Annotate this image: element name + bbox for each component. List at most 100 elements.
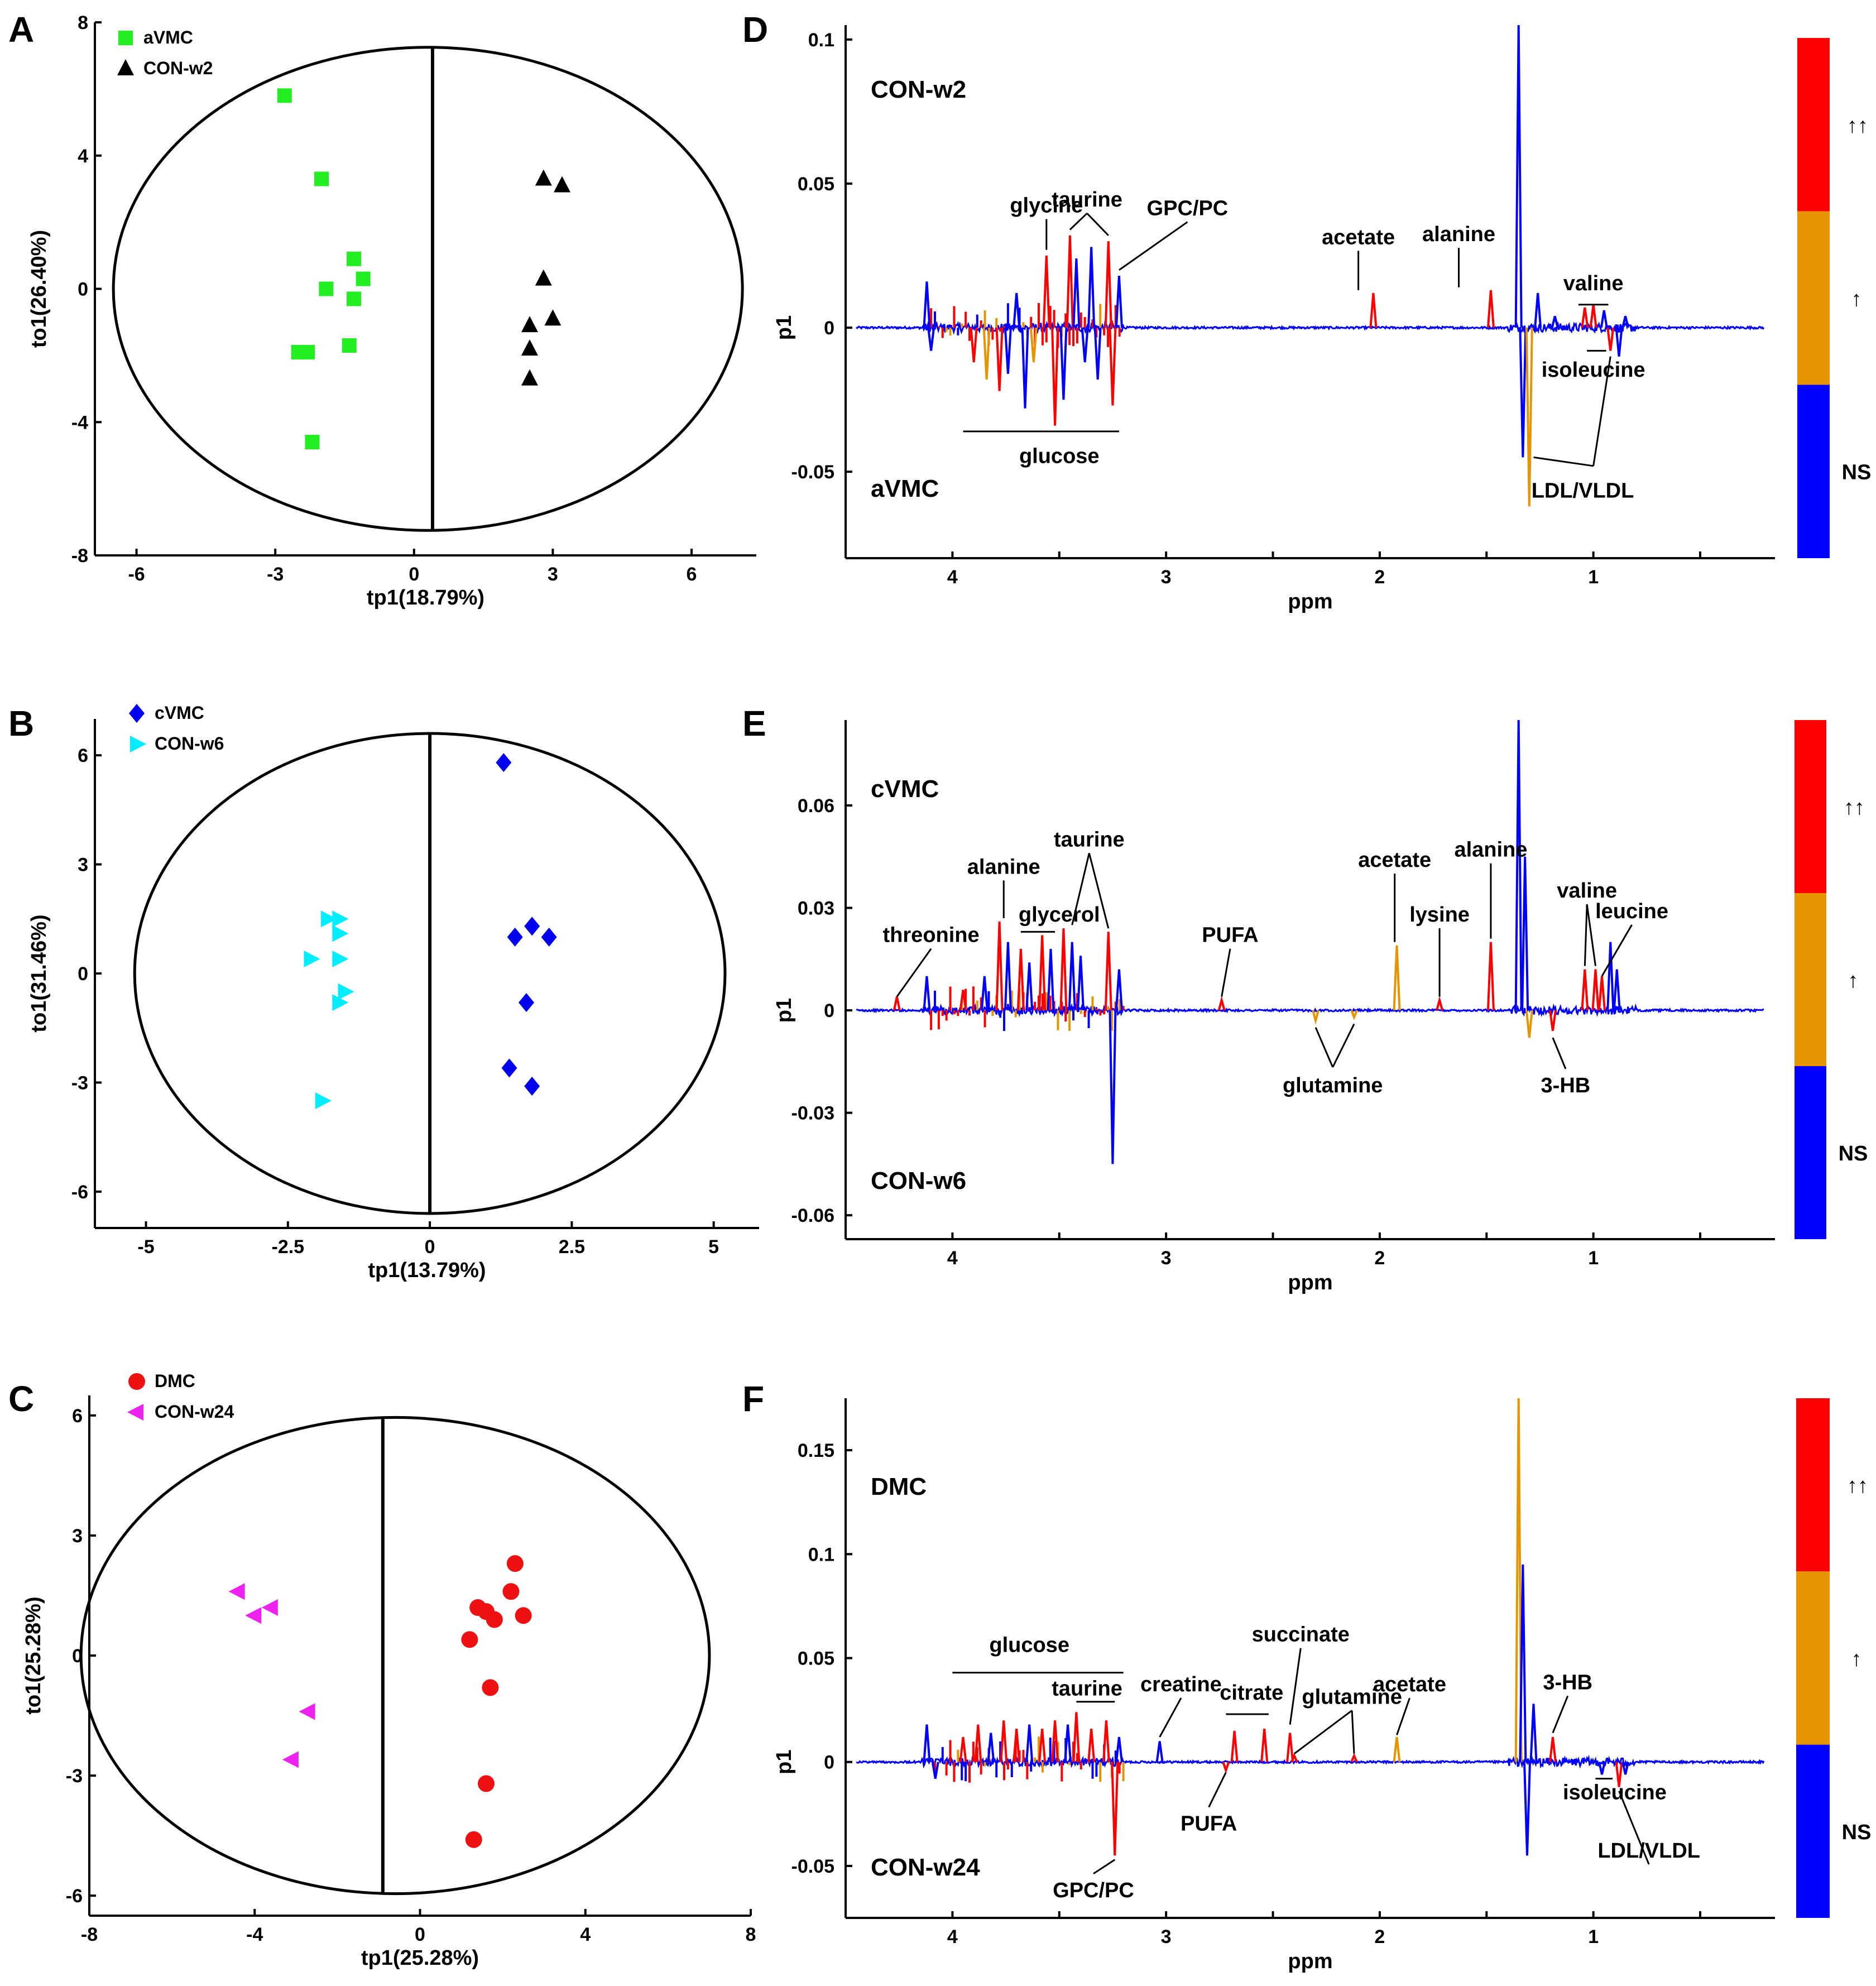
x-tick-label: 3 [548, 564, 558, 585]
metabolite-label: lysine [1409, 903, 1470, 927]
spectrum-peak [931, 1762, 939, 1779]
data-point [338, 983, 354, 1000]
spectrum-peak [1115, 276, 1123, 328]
data-point [299, 1703, 315, 1720]
spectrum-peak [1013, 1728, 1021, 1762]
y-tick-label: 4 [78, 146, 88, 167]
x-tick-label: 3 [1161, 1248, 1172, 1269]
annotation-line [1119, 221, 1188, 271]
data-point [319, 281, 334, 296]
y-tick-label: -8 [71, 545, 88, 567]
panel-letter: C [8, 1379, 34, 1419]
spectrum-peak [1551, 315, 1559, 328]
colorbar-segment [1796, 1571, 1830, 1745]
data-point [228, 1583, 245, 1600]
series-dmc [461, 1555, 532, 1848]
spectrum-peak [987, 1733, 995, 1762]
y-axis-label: to1(31.46%) [27, 914, 51, 1032]
y-tick-label: -6 [71, 1182, 88, 1203]
spectrum-peak [923, 281, 931, 328]
data-point [342, 338, 357, 353]
metabolite-label: leucine [1595, 900, 1668, 923]
data-point [332, 925, 349, 942]
series-avmc [277, 88, 371, 450]
x-axis-label: ppm [1288, 1271, 1332, 1294]
spectrum-peak [1486, 942, 1495, 1011]
data-point [261, 1599, 278, 1616]
metabolite-label: succinate [1252, 1623, 1350, 1647]
colorbar-label: ↑ [1851, 1648, 1862, 1671]
spectrum-peak [1038, 1728, 1047, 1762]
metabolite-label: PUFA [1202, 924, 1258, 947]
confidence-ellipse [79, 1416, 711, 1896]
data-point [518, 993, 534, 1013]
annotation-line [1552, 1037, 1567, 1069]
y-tick-label: 0 [824, 1752, 834, 1773]
spectrum-peak [1064, 1724, 1072, 1762]
data-point [321, 910, 338, 928]
data-point [501, 1058, 517, 1078]
spectrum-peak [959, 990, 967, 1011]
spectrum-peak [974, 1724, 982, 1762]
spectrum-peak [1621, 1762, 1630, 1775]
spectrum-peak [1312, 1010, 1320, 1025]
annotation-line [1159, 1697, 1182, 1738]
spectrum-peak [1013, 292, 1021, 328]
x-tick-label: 6 [687, 564, 697, 585]
spectrum-peak [1021, 327, 1029, 409]
data-point [535, 269, 552, 286]
data-point [127, 1404, 143, 1421]
data-point [245, 1607, 262, 1624]
y-tick-label: 0.1 [808, 1544, 834, 1565]
colorbar-segment [1795, 893, 1826, 1066]
y-tick-label: 0.05 [798, 174, 834, 195]
annotation-line [1584, 904, 1588, 966]
x-tick-label: 2 [1374, 567, 1385, 588]
metabolite-label: acetate [1358, 848, 1431, 872]
colorbar-segment [1797, 211, 1830, 385]
spectrum-peak [1589, 304, 1597, 328]
colorbar-segment [1797, 385, 1830, 558]
spectrum-peak [1155, 1741, 1164, 1762]
spectrum-baseline [856, 1754, 1765, 1769]
scatter-panel-b: B -5 -2.5 0 2.5 5 -6 -3 0 3 6 tp1(13.79%) to1(31.46%… [8, 703, 759, 1282]
spectrum-peak [1115, 1736, 1123, 1762]
spectrum-peak [1534, 292, 1542, 328]
spectrum-peak [1260, 1728, 1269, 1762]
metabolite-label: taurine [1054, 828, 1125, 851]
spectrum-peak [995, 921, 1004, 1011]
metabolite-label: 3-HB [1543, 1671, 1592, 1694]
y-tick-label: 0 [824, 318, 834, 339]
annotation-line [1586, 904, 1596, 966]
scatter-panel-a: A -6 -3 0 3 6 -8 -4 0 4 8 tp1(18.79%) to1(26.40%) aVM… [8, 9, 756, 610]
y-tick-label: 0.05 [798, 1648, 834, 1670]
spectrum-peak [1111, 1762, 1119, 1856]
data-point [521, 339, 538, 356]
spectrum-peak [1042, 255, 1050, 328]
y-tick-label: 0.06 [798, 795, 834, 817]
colorbar-label: ↑↑ [1844, 796, 1865, 819]
annotation-line [1086, 213, 1109, 236]
data-point [535, 169, 552, 186]
colorbar-label: ↑ [1851, 287, 1862, 311]
y-tick-label: -3 [66, 1766, 83, 1787]
spectrum-peak [1519, 1564, 1527, 1762]
loading-panel-e: E 4 3 2 1 -0.06 -0.03 0 0.03 0.06 ppm p1 cVMC CON-w6 t… [742, 703, 1868, 1294]
spectrum-peak [1519, 327, 1527, 458]
spectrum-peak [1081, 327, 1089, 363]
annotation-line [1314, 1027, 1334, 1068]
legend-label: aVMC [143, 27, 193, 47]
y-tick-label: 6 [78, 745, 88, 766]
spectrum-peaks [923, 1398, 1630, 1856]
annotation-line [1093, 1859, 1116, 1875]
data-point [553, 176, 570, 193]
panel-letter: B [8, 703, 34, 743]
metabolite-label: glutamine [1283, 1074, 1383, 1097]
data-point [507, 927, 523, 947]
data-point [129, 704, 145, 723]
spectrum-peak [1072, 258, 1081, 328]
annotation-line [1533, 456, 1594, 467]
colorbar-segment [1795, 1066, 1826, 1239]
spectrum-peak [1615, 1762, 1623, 1787]
